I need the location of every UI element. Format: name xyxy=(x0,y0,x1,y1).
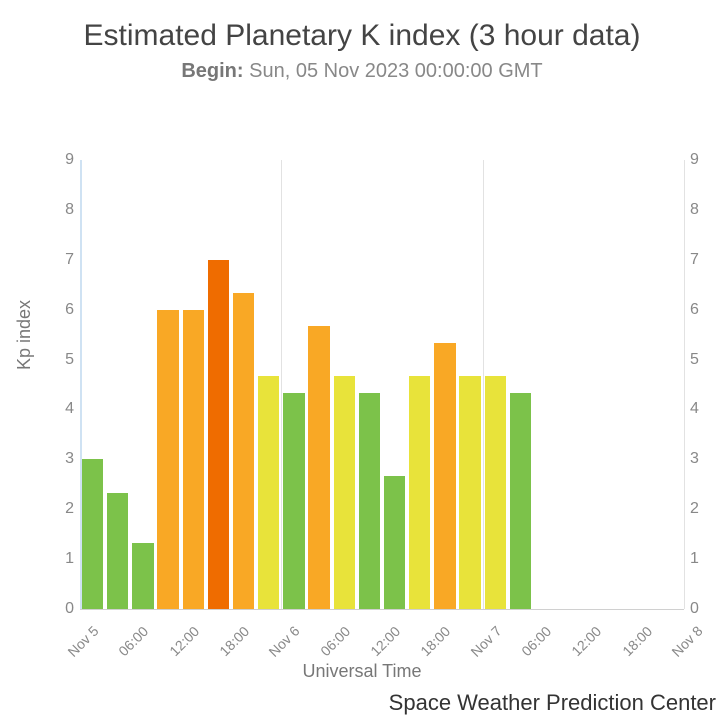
plot-area: 00112233445566778899Nov 506:0012:0018:00… xyxy=(80,160,684,610)
y-tick-right: 2 xyxy=(690,500,710,518)
x-tick: Nov 5 xyxy=(64,623,101,660)
kp-bar xyxy=(233,293,254,609)
x-tick: 12:00 xyxy=(166,623,202,659)
kp-bar xyxy=(459,376,480,609)
y-tick-right: 4 xyxy=(690,400,710,418)
kp-bar xyxy=(485,376,506,609)
gridline xyxy=(483,160,484,609)
y-tick-right: 0 xyxy=(690,600,710,618)
x-tick: 06:00 xyxy=(317,623,353,659)
y-tick-left: 2 xyxy=(54,500,74,518)
subtitle-prefix: Begin: xyxy=(181,60,243,82)
kp-bar xyxy=(107,493,128,609)
x-tick: Nov 6 xyxy=(266,623,303,660)
kp-bar xyxy=(510,393,531,609)
x-tick: 12:00 xyxy=(367,623,403,659)
x-tick: 18:00 xyxy=(216,623,252,659)
kp-bar xyxy=(334,376,355,609)
x-tick: 12:00 xyxy=(568,623,604,659)
kp-bar xyxy=(434,343,455,609)
y-tick-left: 1 xyxy=(54,550,74,568)
x-tick: Nov 8 xyxy=(668,623,705,660)
kp-bar xyxy=(183,310,204,609)
x-tick: 06:00 xyxy=(518,623,554,659)
y-tick-left: 8 xyxy=(54,201,74,219)
y-tick-right: 9 xyxy=(690,151,710,169)
y-tick-left: 0 xyxy=(54,600,74,618)
y-tick-right: 7 xyxy=(690,251,710,269)
y-tick-right: 1 xyxy=(690,550,710,568)
y-tick-left: 4 xyxy=(54,400,74,418)
kp-bar xyxy=(132,543,153,609)
x-axis-label: Universal Time xyxy=(0,661,724,682)
y-axis-label: Kp index xyxy=(14,300,35,370)
x-tick: 18:00 xyxy=(619,623,655,659)
kp-bar xyxy=(384,476,405,609)
y-tick-left: 7 xyxy=(54,251,74,269)
x-tick: 18:00 xyxy=(417,623,453,659)
kp-bar xyxy=(208,260,229,609)
attribution: Space Weather Prediction Center xyxy=(389,690,716,716)
x-tick: 06:00 xyxy=(115,623,151,659)
y-tick-right: 5 xyxy=(690,351,710,369)
kp-bar xyxy=(409,376,430,609)
kp-bar xyxy=(82,459,103,609)
chart-subtitle: Begin: Sun, 05 Nov 2023 00:00:00 GMT xyxy=(0,60,724,93)
gridline xyxy=(281,160,282,609)
kp-bar xyxy=(308,326,329,609)
chart-frame: Kp index 00112233445566778899Nov 506:001… xyxy=(0,150,724,720)
y-tick-right: 3 xyxy=(690,450,710,468)
y-tick-left: 3 xyxy=(54,450,74,468)
y-tick-left: 5 xyxy=(54,351,74,369)
subtitle-date: Sun, 05 Nov 2023 00:00:00 GMT xyxy=(244,60,543,82)
kp-bar xyxy=(258,376,279,609)
y-tick-left: 6 xyxy=(54,301,74,319)
kp-bar xyxy=(359,393,380,609)
gridline xyxy=(684,160,685,609)
x-tick: Nov 7 xyxy=(467,623,504,660)
y-tick-left: 9 xyxy=(54,151,74,169)
kp-bar xyxy=(157,310,178,609)
kp-bar xyxy=(283,393,304,609)
chart-title: Estimated Planetary K index (3 hour data… xyxy=(0,0,724,60)
y-tick-right: 8 xyxy=(690,201,710,219)
y-tick-right: 6 xyxy=(690,301,710,319)
